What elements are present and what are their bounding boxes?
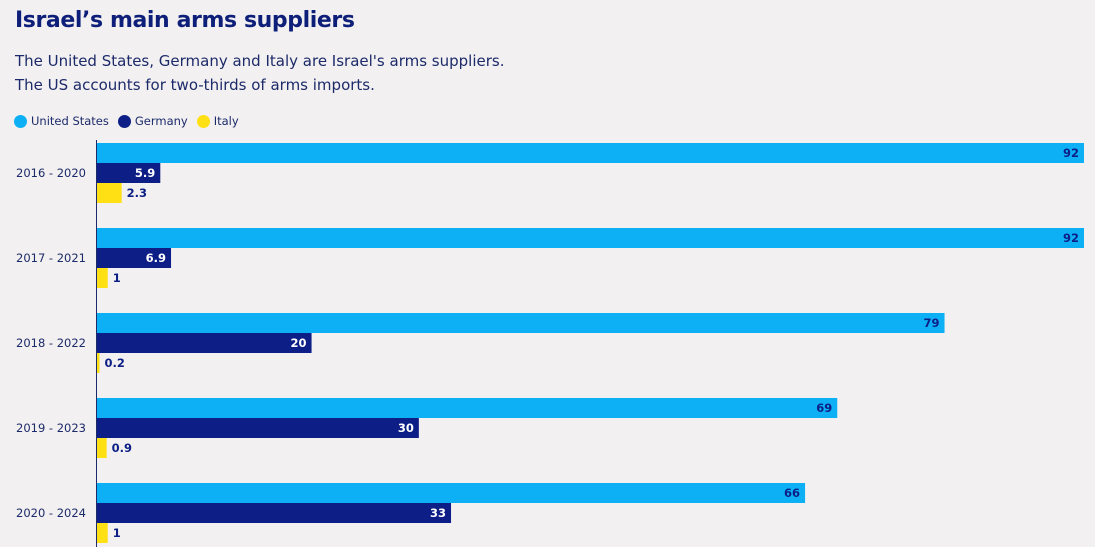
bar-germany-2019-2023[interactable] [97,418,419,438]
bar-germany-2018-2022[interactable] [97,333,312,353]
bar-italy-2016-2020[interactable] [97,183,122,203]
bar-italy-2019-2023[interactable] [97,438,107,458]
bar-united-states-2020-2024[interactable] [97,483,806,503]
legend-label-united-states: United States [31,114,109,128]
bar-italy-2018-2022[interactable] [97,353,100,373]
legend-item-united-states[interactable]: United States [14,114,109,128]
bar-united-states-2019-2023[interactable] [97,398,838,418]
data-label-italy-2017-2021: 1 [113,271,121,285]
legend-swatch-united-states [14,114,27,128]
category-label-2020-2024: 2020 - 2024 [16,506,86,520]
category-label-2019-2023: 2019 - 2023 [16,421,86,435]
legend-swatch-germany [117,114,131,128]
data-label-germany-2019-2023: 30 [398,421,414,435]
legend-label-italy: Italy [213,114,239,128]
bar-italy-2017-2021[interactable] [97,268,108,288]
bar-germany-2017-2021[interactable] [97,248,172,268]
data-label-italy-2016-2020: 2.3 [127,186,147,200]
category-label-2018-2022: 2018 - 2022 [16,336,86,350]
data-label-italy-2019-2023: 0.9 [112,441,132,455]
data-label-germany-2017-2021: 6.9 [146,251,166,265]
data-label-germany-2020-2024: 33 [430,506,446,520]
bar-united-states-2017-2021[interactable] [97,228,1084,248]
data-label-united-states-2017-2021: 92 [1063,231,1079,245]
data-label-germany-2016-2020: 5.9 [135,166,155,180]
legend-item-italy[interactable]: Italy [196,114,239,128]
data-label-italy-2018-2022: 0.2 [105,356,125,370]
chart-subtitle-line-1: The United States, Germany and Italy are… [15,52,505,70]
category-label-2017-2021: 2017 - 2021 [16,251,86,265]
data-label-united-states-2019-2023: 69 [816,401,832,415]
chart-title: Israel’s main arms suppliers [15,8,355,33]
bar-germany-2016-2020[interactable] [97,163,161,183]
data-label-italy-2020-2024: 1 [113,526,121,540]
data-label-united-states-2020-2024: 66 [784,486,800,500]
category-label-2016-2020: 2016 - 2020 [16,166,86,180]
chart-legend: United States Germany Italy [14,114,248,128]
legend-swatch-italy [196,114,210,128]
data-label-united-states-2016-2020: 92 [1063,146,1079,160]
data-label-united-states-2018-2022: 79 [924,316,940,330]
bar-united-states-2018-2022[interactable] [97,313,945,333]
chart-subtitle-line-2: The US accounts for two-thirds of arms i… [15,76,375,94]
legend-item-germany[interactable]: Germany [117,114,188,128]
legend-label-germany: Germany [134,114,188,128]
bar-united-states-2016-2020[interactable] [97,143,1084,163]
bar-germany-2020-2024[interactable] [97,503,452,523]
bar-italy-2020-2024[interactable] [97,523,108,543]
data-label-germany-2018-2022: 20 [291,336,307,350]
